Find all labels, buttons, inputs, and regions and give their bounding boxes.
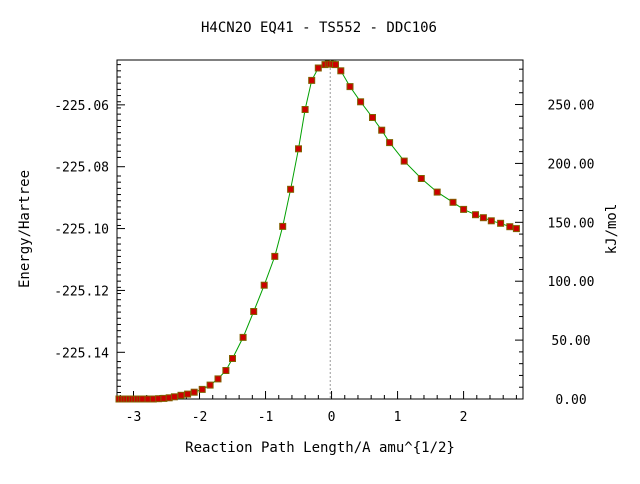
data-point xyxy=(170,393,178,401)
data-point xyxy=(400,157,408,165)
data-point xyxy=(506,223,514,231)
data-point xyxy=(271,252,279,260)
marker-layer xyxy=(115,60,520,403)
y2-axis-title: kJ/mol xyxy=(604,204,620,255)
data-point xyxy=(487,217,495,225)
data-point xyxy=(386,139,394,147)
data-point xyxy=(260,281,268,289)
data-point xyxy=(472,211,479,219)
data-point xyxy=(198,385,206,393)
y-tick-label: -225.08 xyxy=(54,161,109,176)
y-tick-label: -225.06 xyxy=(54,99,109,114)
data-point xyxy=(184,390,192,398)
data-point xyxy=(357,98,365,106)
data-point xyxy=(239,333,247,341)
y2-tick-label: 200.00 xyxy=(548,157,595,172)
x-tick-label: -1 xyxy=(258,410,274,425)
data-point xyxy=(301,106,309,113)
y-tick-label: -225.14 xyxy=(54,346,109,361)
data-point xyxy=(479,214,487,222)
y2-tick-label: 150.00 xyxy=(548,216,595,231)
y2-tick-label: 100.00 xyxy=(548,275,595,290)
data-point xyxy=(177,391,185,399)
x-tick-label: -3 xyxy=(126,410,142,425)
data-point xyxy=(332,61,339,69)
x-axis-title: Reaction Path Length/A amu^{1/2} xyxy=(185,440,455,456)
tick-layer: -3 -2 -1 0 1 2 -225.06 -225.08 -225.10 -225.12 -22… xyxy=(54,64,595,425)
data-point xyxy=(229,355,236,362)
x-tick-label: 0 xyxy=(328,410,336,425)
data-point xyxy=(460,205,468,213)
data-point xyxy=(337,67,345,75)
data-point xyxy=(190,388,198,396)
plot-frame xyxy=(116,59,524,400)
x-tick-label: 2 xyxy=(460,410,468,425)
data-point xyxy=(378,126,386,134)
data-point xyxy=(214,375,222,383)
data-point xyxy=(295,145,302,153)
chart-title: H4CN2O EQ41 - TS552 - DDC106 xyxy=(201,20,437,36)
data-point xyxy=(222,367,230,374)
data-point xyxy=(250,308,258,315)
data-point xyxy=(206,381,214,389)
data-point xyxy=(314,64,322,72)
data-point xyxy=(279,222,287,230)
y2-tick-label: 250.00 xyxy=(548,99,595,114)
data-point xyxy=(433,188,441,196)
data-point xyxy=(287,185,295,193)
y-tick-label: -225.12 xyxy=(54,284,109,299)
y-axis-title: Energy/Hartree xyxy=(17,170,33,288)
x-tick-label: 1 xyxy=(394,410,402,425)
data-point xyxy=(417,175,425,182)
data-point xyxy=(308,76,316,84)
y-tick-label: -225.10 xyxy=(54,223,109,238)
data-point xyxy=(346,83,354,91)
x-tick-label: -2 xyxy=(192,410,208,425)
y2-tick-label: 0.00 xyxy=(555,393,586,408)
data-point xyxy=(449,198,457,206)
data-point xyxy=(369,114,376,121)
data-point xyxy=(512,225,520,233)
y2-tick-label: 50.00 xyxy=(551,334,590,349)
data-point xyxy=(497,219,505,227)
